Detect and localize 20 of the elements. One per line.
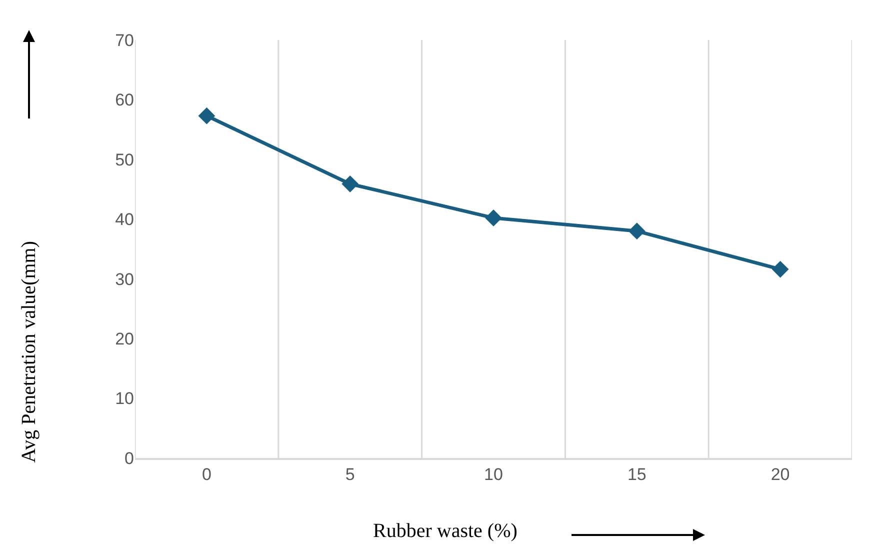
- y-tick-label: 20: [115, 330, 134, 349]
- x-tick-label: 15: [627, 465, 646, 484]
- x-tick-label: 10: [484, 465, 503, 484]
- point: [198, 107, 216, 124]
- y-tick-label: 30: [115, 270, 134, 289]
- point: [342, 175, 359, 192]
- point: [772, 260, 789, 278]
- y-tick-label: 50: [115, 150, 134, 170]
- y-tick-label: 40: [115, 210, 134, 230]
- y-tick-label: 70: [115, 30, 134, 50]
- y-tick-label: 60: [115, 90, 134, 110]
- y-tick-label: 0: [124, 448, 134, 468]
- x-tick-label: 20: [770, 465, 790, 484]
- y-axis-title: Avg Penetration value(mm): [18, 240, 40, 463]
- point: [628, 222, 646, 240]
- x-axis-title: Rubber waste (%): [373, 520, 518, 542]
- point: [485, 210, 502, 226]
- y-tick-label: 10: [115, 389, 134, 408]
- x-tick-label: 5: [345, 465, 355, 484]
- x-tick-label: 0: [202, 465, 212, 484]
